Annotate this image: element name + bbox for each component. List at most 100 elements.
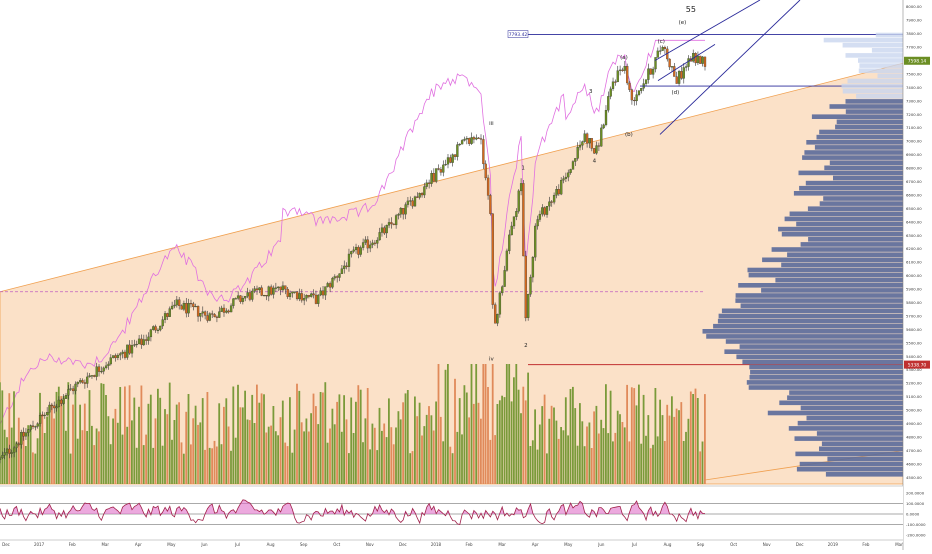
candle-body (1, 455, 4, 459)
volume-bar (614, 432, 617, 484)
volume-bar (251, 394, 254, 484)
candle-body (456, 144, 459, 157)
candle-body (437, 168, 440, 170)
volume-bar (102, 383, 105, 484)
time-tick-label: Feb (69, 542, 77, 547)
volume-bar (300, 422, 303, 484)
candle-body (0, 457, 2, 460)
candle-body (536, 219, 539, 227)
volume-bar (284, 442, 287, 484)
volume-bar (574, 408, 577, 484)
volume-bar (76, 438, 79, 484)
volume-bar (17, 417, 20, 484)
volume-bar (232, 386, 235, 484)
volume-bar (0, 382, 1, 484)
profile-bar (761, 288, 903, 293)
candle-body (444, 164, 447, 166)
volume-bar (364, 418, 367, 484)
volume-bar (418, 402, 421, 484)
candle-body (178, 299, 181, 306)
candle-body (397, 214, 400, 216)
profile-bar (789, 211, 903, 217)
volume-bar (298, 390, 301, 484)
price-tick-label: 6400.00 (906, 219, 922, 224)
volume-bar (286, 446, 289, 484)
candle-body (583, 133, 586, 142)
wave-label: 4 (593, 159, 597, 165)
volume-bar (41, 414, 44, 484)
volume-bar (503, 397, 506, 484)
candle-body (239, 295, 242, 302)
volume-bar (147, 403, 150, 484)
candle-body (270, 286, 273, 295)
volume-bar (72, 404, 74, 484)
profile-bar (799, 461, 903, 467)
profile-bar (742, 359, 903, 365)
candle-body (286, 288, 289, 297)
time-tick-label: Nov (763, 542, 771, 547)
volume-bar (579, 403, 581, 484)
candle-body (350, 251, 353, 255)
time-tick-label: Mar (101, 542, 109, 547)
price-tick-label: 7200.00 (906, 112, 922, 117)
volume-bar (548, 418, 551, 484)
volume-bar (83, 403, 86, 484)
volume-bar (487, 387, 489, 484)
volume-bar (277, 435, 279, 484)
price-tick-label: 4500.00 (906, 475, 922, 480)
profile-bar (738, 283, 903, 288)
volume-bar (126, 426, 129, 484)
volume-bar (696, 398, 699, 484)
candle-body (244, 296, 247, 299)
profile-bar (829, 160, 903, 165)
profile-bar (800, 405, 903, 411)
volume-bar (602, 428, 605, 484)
volume-bar (91, 425, 93, 484)
volume-bar (312, 393, 315, 484)
volume-bar (211, 448, 213, 484)
candle-body (656, 50, 659, 58)
candle-body (303, 298, 306, 301)
volume-bar (562, 430, 565, 484)
candle-body (394, 215, 398, 226)
candle-body (53, 405, 56, 409)
time-tick-label: 2019 (828, 542, 839, 547)
volume-bar (180, 442, 183, 484)
volume-bar (178, 402, 180, 484)
price-tick-label: 7500.00 (906, 71, 922, 76)
volume-bar (159, 397, 162, 484)
candle-body (74, 383, 77, 392)
candle-body (463, 138, 466, 141)
candle-body (86, 376, 89, 384)
time-tick-label: Feb (862, 542, 870, 547)
volume-bar (508, 364, 511, 484)
volume-bar (477, 402, 480, 484)
candle-body (635, 94, 638, 102)
volume-bar (428, 406, 430, 484)
candle-body (170, 305, 174, 309)
volume-bar (411, 451, 414, 484)
volume-bar (609, 390, 612, 484)
volume-bar (46, 416, 48, 484)
volume-bar (50, 404, 53, 484)
candle-body (555, 189, 558, 196)
volume-bar (475, 364, 478, 484)
volume-bar (345, 419, 348, 484)
candle-body (187, 303, 190, 314)
volume-bar (112, 418, 114, 484)
volume-bar (270, 425, 272, 484)
volume-bar (166, 414, 169, 484)
candle-body (380, 227, 384, 233)
volume-bar (329, 428, 331, 484)
candle-body (133, 344, 136, 346)
volume-bar (131, 420, 133, 484)
volume-bar (199, 422, 202, 484)
volume-bar (397, 411, 400, 484)
volume-bar (326, 442, 329, 484)
candle-body (161, 319, 164, 327)
candle-body (550, 201, 553, 203)
candle-body (31, 425, 35, 427)
time-tick-label: Sep (697, 542, 705, 547)
volume-bar (399, 419, 402, 484)
